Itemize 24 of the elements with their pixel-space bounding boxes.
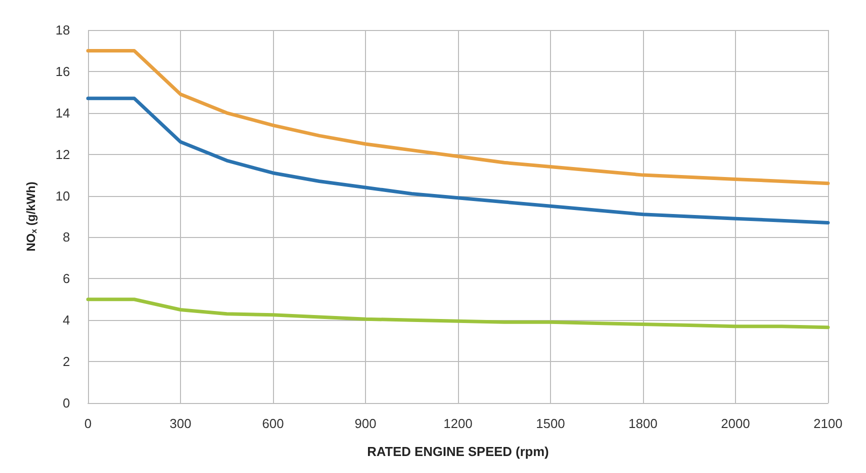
x-tick-label: 900 bbox=[354, 416, 376, 431]
y-tick-label: 2 bbox=[62, 354, 70, 370]
line-series bbox=[86, 96, 830, 224]
y-tick-label: 16 bbox=[56, 64, 70, 79]
x-tick-label: 2100 bbox=[814, 416, 842, 431]
x-tick-label: 2000 bbox=[721, 416, 750, 431]
y-tick-label: 12 bbox=[56, 146, 70, 162]
y-tick-label: 18 bbox=[56, 22, 70, 38]
x-axis-title: RATED ENGINE SPEED (rpm) bbox=[367, 444, 549, 459]
y-tick-label: 6 bbox=[62, 271, 70, 286]
y-tick-label: 4 bbox=[62, 312, 70, 328]
x-tick-label: 300 bbox=[170, 416, 192, 431]
y-tick-label: 14 bbox=[56, 105, 70, 120]
y-tick-label: 8 bbox=[62, 230, 70, 245]
x-tick-label: 0 bbox=[84, 416, 92, 431]
x-tick-label: 1500 bbox=[536, 416, 565, 431]
y-axis-title: NOx (g/kWh) bbox=[24, 182, 38, 252]
y-tick-label: 0 bbox=[62, 396, 70, 410]
line-series bbox=[86, 298, 830, 330]
line-series bbox=[86, 48, 830, 186]
y-tick-label: 10 bbox=[56, 188, 70, 204]
x-tick-label: 1800 bbox=[628, 416, 658, 431]
x-tick-label: 1200 bbox=[444, 416, 472, 431]
x-tick-label: 600 bbox=[262, 416, 284, 431]
